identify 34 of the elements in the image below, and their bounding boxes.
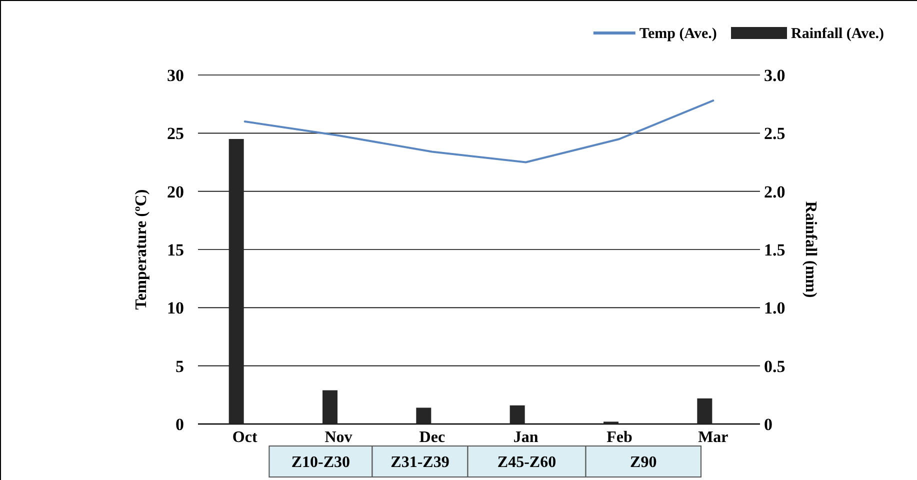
- legend-label: Temp (Ave.): [639, 26, 717, 42]
- bar: [510, 405, 525, 424]
- text: Z31-Z39: [390, 454, 450, 471]
- y2-tick-label: 1.0: [764, 298, 786, 318]
- y2-tick-label: 3.0: [764, 66, 786, 85]
- y2-tick-label: 2.5: [764, 124, 786, 144]
- y-tick-label: 15: [167, 240, 184, 260]
- text: Z45-Z60: [497, 454, 556, 471]
- line-series: [244, 100, 714, 164]
- bar: [697, 398, 712, 424]
- text: Z10-Z30: [291, 454, 350, 471]
- bar: [228, 138, 244, 424]
- legend-label: Rainfall (Ave.): [791, 26, 884, 42]
- x-tick-label: Dec: [419, 429, 446, 446]
- bar: [416, 408, 432, 424]
- y2-tick-label: 0.5: [764, 356, 786, 376]
- text: Z90: [630, 454, 657, 471]
- y2-tick-label: 0: [764, 414, 772, 434]
- x-tick-label: Jan: [513, 429, 538, 446]
- x-tick-label: Oct: [232, 429, 258, 446]
- x-tick-label: Mar: [698, 429, 728, 446]
- y-tick-label: 30: [167, 66, 184, 85]
- y2-axis-title: Rainfall (mm): [802, 201, 819, 298]
- y2-tick-label: 1.5: [764, 240, 786, 260]
- y-tick-label: 5: [176, 356, 184, 376]
- y2-tick-label: 2.0: [764, 182, 786, 202]
- y-tick-label: 25: [167, 124, 184, 144]
- bar: [322, 390, 338, 424]
- y-tick-label: 0: [176, 414, 184, 434]
- x-tick-label: Nov: [324, 429, 352, 446]
- y-axis-title: Temperature (ºC): [133, 189, 150, 310]
- x-tick-label: Feb: [606, 429, 632, 446]
- y-tick-label: 20: [167, 182, 184, 202]
- y-tick-label: 10: [167, 298, 184, 318]
